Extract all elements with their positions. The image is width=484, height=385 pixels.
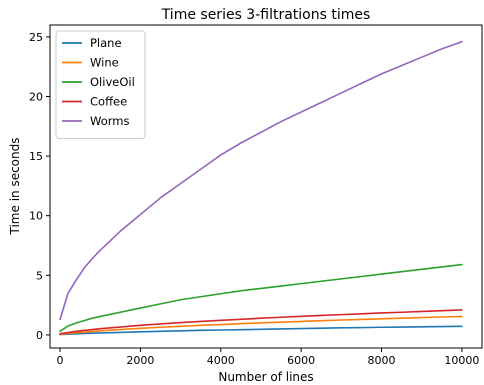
chart-title: Time series 3-filtrations times xyxy=(161,7,371,23)
legend-box xyxy=(55,30,146,139)
series-line-plane xyxy=(59,325,463,336)
x-tick-label: 6000 xyxy=(287,354,315,367)
x-tick-label: 4000 xyxy=(207,354,235,367)
plot-area xyxy=(59,40,463,336)
x-tick-label: 0 xyxy=(57,354,64,367)
legend-label-worms: Worms xyxy=(90,114,129,128)
y-tick-label: 20 xyxy=(29,91,43,104)
plot-frame xyxy=(49,24,483,349)
y-tick-label: 5 xyxy=(36,269,43,282)
x-axis-label: Number of lines xyxy=(218,370,313,384)
y-tick-label: 15 xyxy=(29,150,43,163)
legend-label-coffee: Coffee xyxy=(90,95,127,109)
x-axis: 0 2000 4000 6000 8000 10000 xyxy=(57,348,479,367)
series-line-wine xyxy=(59,315,463,336)
x-tick-label: 2000 xyxy=(126,354,154,367)
series-line-coffee xyxy=(59,309,463,335)
legend-label-oliveoil: OliveOil xyxy=(90,75,135,89)
series-line-oliveoil xyxy=(59,263,463,333)
x-tick-label: 10000 xyxy=(444,354,479,367)
series-line-worms xyxy=(59,40,463,321)
y-tick-label: 0 xyxy=(36,329,43,342)
legend-label-plane: Plane xyxy=(90,36,122,50)
y-tick-label: 10 xyxy=(29,210,43,223)
y-tick-label: 25 xyxy=(29,31,43,44)
y-axis: 0 5 10 15 20 25 xyxy=(29,31,50,342)
legend-label-wine: Wine xyxy=(90,56,119,70)
y-axis-label: Time in seconds xyxy=(8,138,22,236)
legend: Plane Wine OliveOil Coffee Worms xyxy=(55,30,146,139)
x-tick-label: 8000 xyxy=(368,354,396,367)
